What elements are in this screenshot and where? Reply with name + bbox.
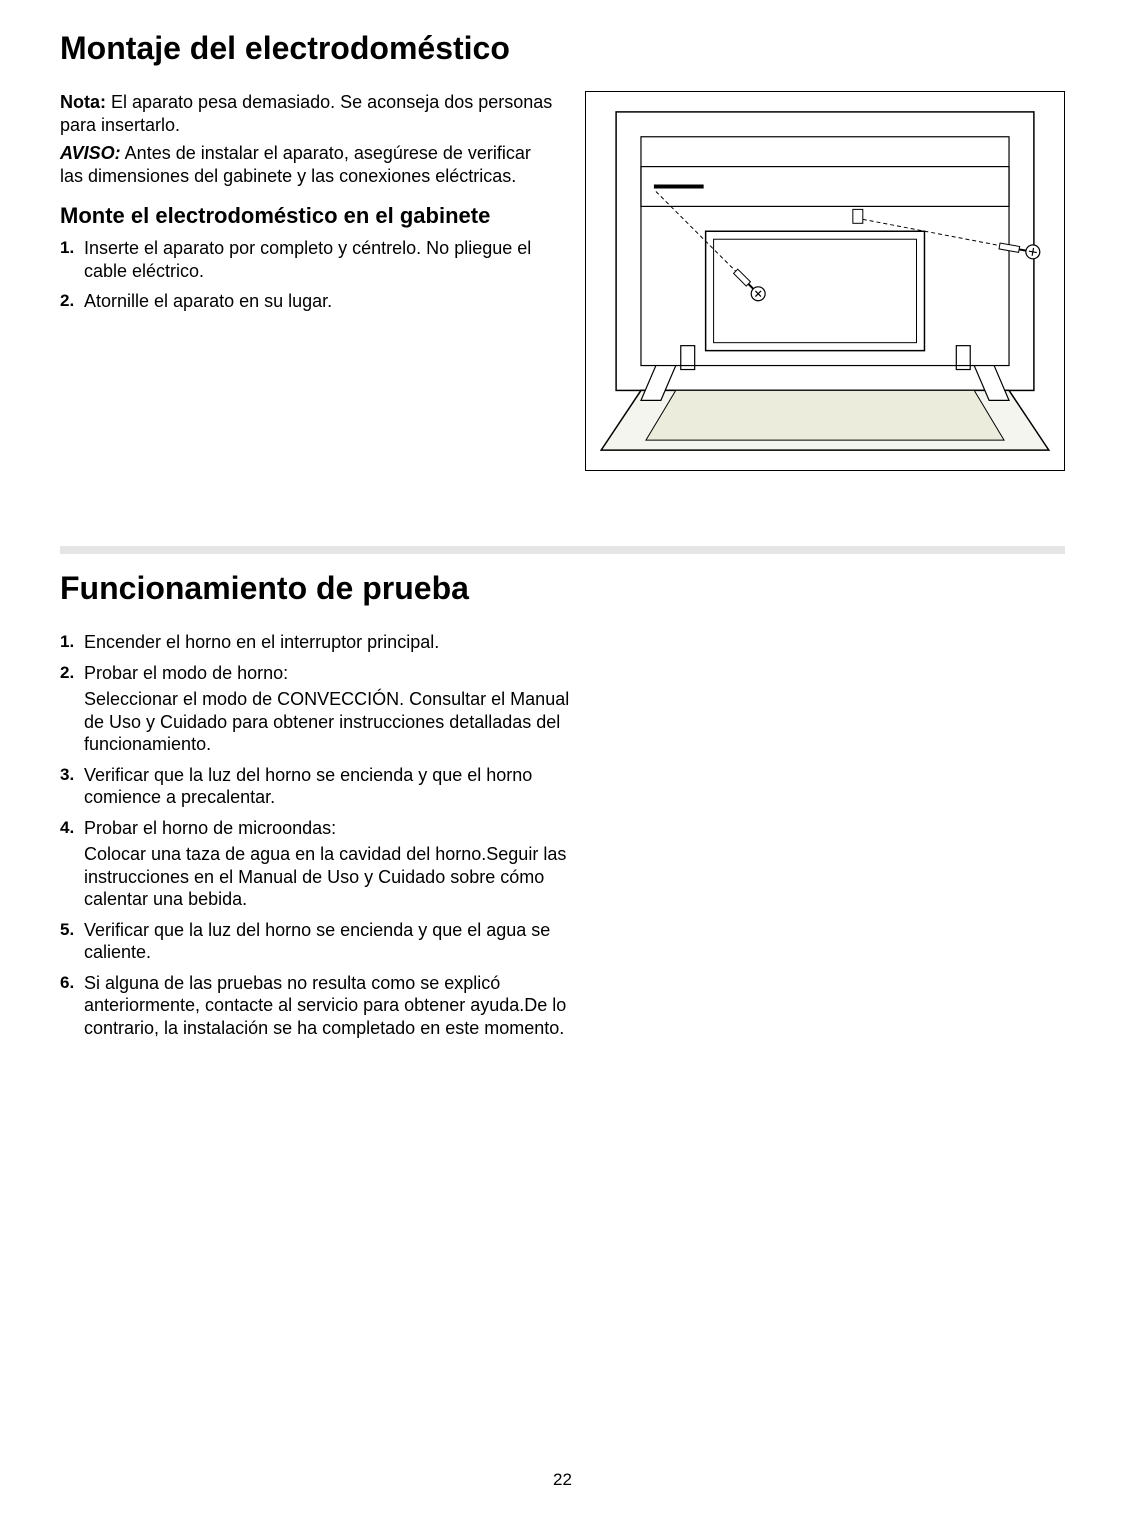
aviso-text: Antes de instalar el aparato, asegúrese … [60, 143, 531, 186]
page-number: 22 [0, 1470, 1125, 1490]
note-label: Nota: [60, 92, 106, 112]
step-sub: Colocar una taza de agua en la cavidad d… [84, 843, 580, 911]
left-column: Nota: El aparato pesa demasiado. Se acon… [60, 91, 555, 476]
test-steps-column: Encender el horno en el interruptor prin… [60, 631, 580, 1039]
step-main: Probar el horno de microondas: [84, 818, 336, 838]
mounting-steps-list: Inserte el aparato por completo y céntre… [60, 237, 555, 313]
step-main: Probar el modo de horno: [84, 663, 288, 683]
test-steps-list: Encender el horno en el interruptor prin… [60, 631, 580, 1039]
top-section: Nota: El aparato pesa demasiado. Se acon… [60, 91, 1065, 476]
step-main: Verificar que la luz del horno se encien… [84, 765, 532, 808]
list-item: Probar el horno de microondas: Colocar u… [60, 817, 580, 911]
list-item: Si alguna de las pruebas no resulta como… [60, 972, 580, 1040]
subheading-mount: Monte el electrodoméstico en el gabinete [60, 203, 555, 229]
section-title-test: Funcionamiento de prueba [60, 570, 1065, 607]
step-main: Si alguna de las pruebas no resulta como… [84, 973, 566, 1038]
section-title-mounting: Montaje del electrodoméstico [60, 30, 1065, 67]
right-column [585, 91, 1065, 476]
list-item: Probar el modo de horno: Seleccionar el … [60, 662, 580, 756]
list-item: Verificar que la luz del horno se encien… [60, 919, 580, 964]
step-main: Encender el horno en el interruptor prin… [84, 632, 439, 652]
oven-mounting-illustration [585, 91, 1065, 471]
note-text: El aparato pesa demasiado. Se aconseja d… [60, 92, 552, 135]
list-item: Verificar que la luz del horno se encien… [60, 764, 580, 809]
step-main: Verificar que la luz del horno se encien… [84, 920, 550, 963]
list-item: Inserte el aparato por completo y céntre… [60, 237, 555, 282]
step-sub: Seleccionar el modo de CONVECCIÓN. Consu… [84, 688, 580, 756]
aviso-label: AVISO: [60, 143, 121, 163]
list-item: Atornille el aparato en su lugar. [60, 290, 555, 313]
list-item: Encender el horno en el interruptor prin… [60, 631, 580, 654]
section-divider [60, 546, 1065, 554]
aviso-paragraph: AVISO: Antes de instalar el aparato, ase… [60, 142, 555, 187]
note-paragraph: Nota: El aparato pesa demasiado. Se acon… [60, 91, 555, 136]
